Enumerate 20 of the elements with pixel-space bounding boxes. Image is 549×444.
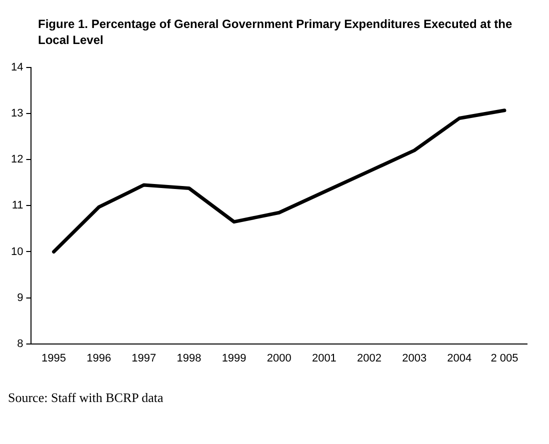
- y-tick-label: 14: [10, 62, 24, 74]
- x-tick-label: 1995: [42, 352, 66, 364]
- x-tick-label: 2003: [402, 352, 427, 364]
- x-tick-label: 2000: [266, 352, 292, 364]
- y-tick-label: 9: [17, 292, 24, 304]
- y-tick-label: 11: [12, 200, 24, 212]
- x-tick-label: 1998: [176, 352, 202, 364]
- y-tick-label: 8: [17, 338, 24, 350]
- x-tick-label: 1997: [132, 352, 156, 364]
- x-tick-label: 2002: [357, 352, 382, 364]
- chart-title: Figure 1. Percentage of General Government Primary Expenditures Executed at the Local Level: [37, 16, 514, 49]
- y-tick-label: 12: [10, 154, 24, 166]
- x-tick-label: 1999: [222, 352, 246, 364]
- source-note: Source: Staff with BCRP data: [8, 390, 164, 406]
- y-tick-label: 13: [10, 108, 24, 120]
- x-tick-label: 2 005: [490, 352, 518, 364]
- x-tick-label: 2004: [447, 352, 472, 364]
- y-tick-label: 10: [10, 246, 24, 258]
- x-tick-label: 2001: [312, 352, 336, 364]
- x-tick-label: 1996: [86, 352, 112, 364]
